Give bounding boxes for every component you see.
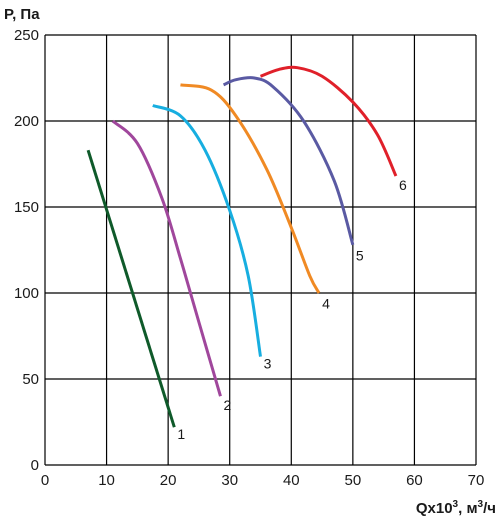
y-axis-ticks: 0 50 100 150 200 250 [14, 27, 39, 474]
curve-2 [111, 119, 222, 397]
curve-label-4: 4 [322, 295, 330, 311]
curve-label-6: 6 [399, 177, 407, 193]
y-tick-label: 50 [22, 371, 39, 388]
x-tick-label: 70 [468, 472, 485, 489]
curve-4 [180, 83, 321, 294]
grid [44, 34, 477, 466]
y-tick-label: 200 [14, 113, 39, 130]
y-tick-label: 0 [31, 457, 39, 474]
curve-label-5: 5 [356, 247, 364, 263]
x-tick-label: 20 [160, 472, 177, 489]
x-tick-label: 50 [345, 472, 362, 489]
curves [86, 65, 398, 428]
x-axis-ticks: 0 10 20 30 40 50 60 70 [41, 472, 485, 489]
curve-label-3: 3 [264, 356, 272, 372]
curve-label-1: 1 [177, 426, 185, 442]
x-axis-label: Qx103, м3/ч [416, 499, 496, 517]
y-axis-label: P, Па [4, 6, 40, 23]
x-tick-label: 0 [41, 472, 49, 489]
x-tick-label: 10 [98, 472, 115, 489]
curve-5 [222, 76, 355, 246]
x-tick-label: 30 [221, 472, 238, 489]
y-tick-label: 250 [14, 27, 39, 44]
curve-3 [152, 104, 262, 357]
x-tick-label: 40 [283, 472, 300, 489]
y-tick-label: 150 [14, 199, 39, 216]
curve-label-2: 2 [224, 397, 232, 413]
x-tick-label: 60 [406, 472, 423, 489]
y-tick-label: 100 [14, 285, 39, 302]
curve-6 [259, 65, 398, 177]
curve-labels: 1 2 3 4 5 6 [177, 177, 407, 442]
curve-1 [86, 149, 176, 428]
